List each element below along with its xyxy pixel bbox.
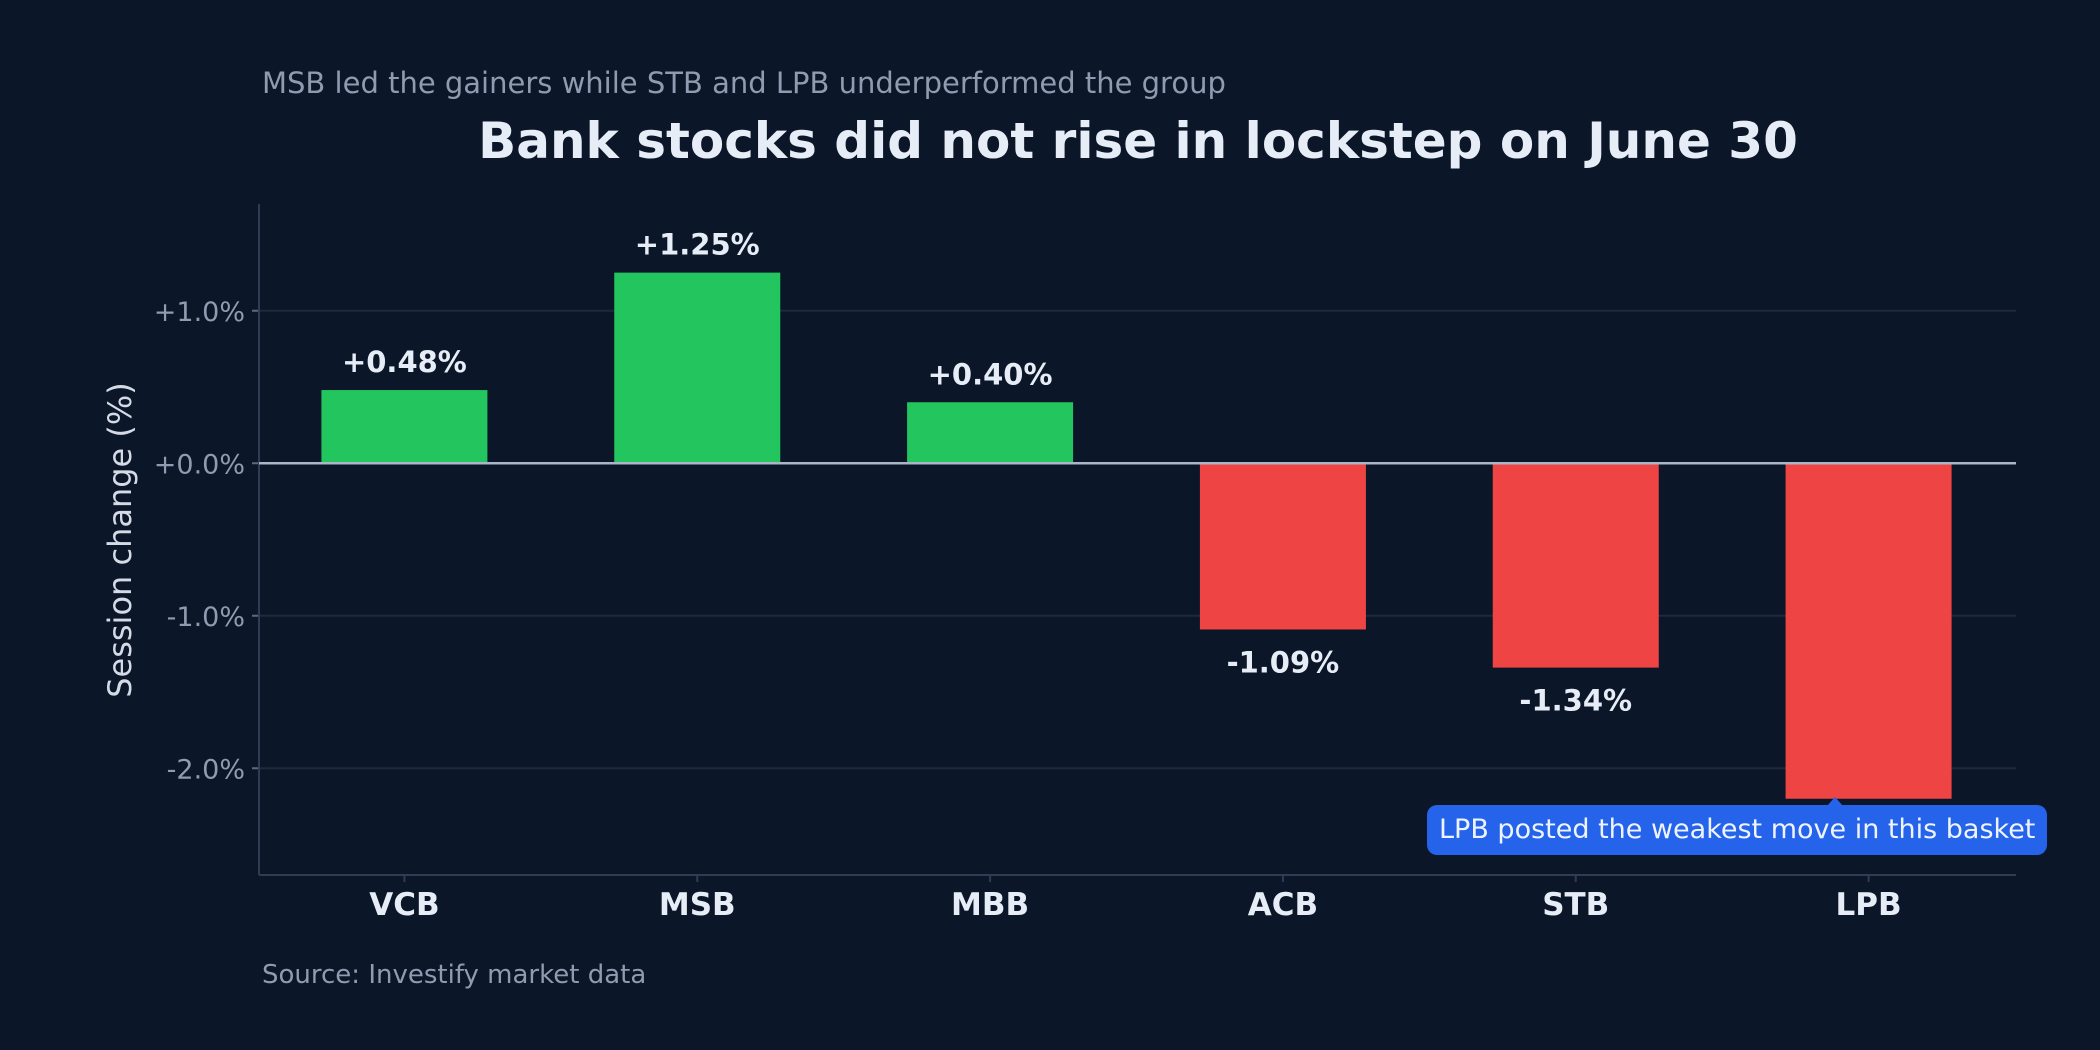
bar-msb — [614, 272, 781, 464]
data-label-acb: -1.09% — [1227, 645, 1340, 679]
x-tick-label-lpb: LPB — [1836, 887, 1902, 923]
y-tick-label: -2.0% — [167, 754, 245, 785]
y-tick-label: +1.0% — [154, 297, 245, 328]
x-tick-label-msb: MSB — [659, 887, 736, 923]
x-tick-label-vcb: VCB — [369, 887, 439, 923]
chart-subtitle: MSB led the gainers while STB and LPB un… — [262, 66, 1226, 100]
chart-title: Bank stocks did not rise in lockstep on … — [478, 112, 1798, 170]
y-tick-label: +0.0% — [154, 449, 245, 480]
bar-vcb — [321, 390, 488, 464]
bar-stb — [1492, 463, 1659, 668]
x-tick-label-stb: STB — [1542, 887, 1609, 923]
data-label-msb: +1.25% — [635, 228, 760, 262]
data-label-stb: -1.34% — [1519, 684, 1632, 718]
x-tick-label-mbb: MBB — [951, 887, 1029, 923]
data-label-vcb: +0.48% — [342, 345, 467, 379]
bar-acb — [1199, 463, 1366, 630]
bar-lpb — [1785, 463, 1952, 799]
x-tick-label-acb: ACB — [1248, 887, 1318, 923]
data-label-mbb: +0.40% — [928, 357, 1053, 391]
y-tick-label: -1.0% — [167, 602, 245, 633]
source-note: Source: Investify market data — [262, 960, 647, 990]
lpb-annotation: LPB posted the weakest move in this bask… — [1427, 797, 2048, 855]
bar-mbb — [907, 402, 1074, 464]
